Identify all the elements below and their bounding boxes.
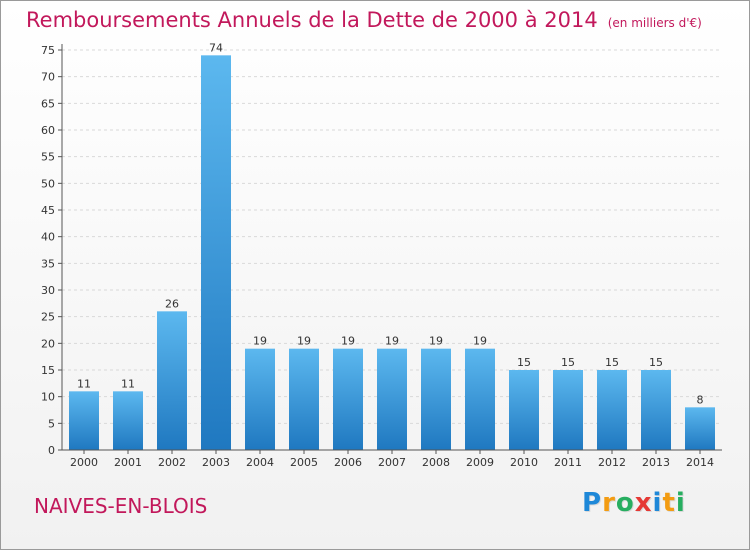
bar-value-label: 15: [649, 356, 663, 369]
bar-value-label: 74: [209, 41, 223, 54]
bar-2014: [685, 407, 715, 450]
y-tick-label: 30: [41, 284, 55, 297]
commune-name: NAIVES-EN-BLOIS: [34, 494, 208, 518]
y-tick-label: 0: [48, 444, 55, 457]
y-tick-label: 75: [41, 44, 55, 57]
x-tick-label: 2014: [686, 456, 714, 469]
bar-value-label: 15: [561, 356, 575, 369]
bar-2001: [113, 391, 143, 450]
y-tick-label: 25: [41, 311, 55, 324]
logo-letter: P: [582, 488, 603, 518]
y-tick-label: 10: [41, 391, 55, 404]
bar-value-label: 11: [121, 377, 135, 390]
y-tick-label: 60: [41, 124, 55, 137]
y-tick-label: 35: [41, 257, 55, 270]
bar-value-label: 11: [77, 377, 91, 390]
x-tick-label: 2007: [378, 456, 406, 469]
x-tick-label: 2013: [642, 456, 670, 469]
x-tick-label: 2011: [554, 456, 582, 469]
bar-value-label: 19: [385, 335, 399, 348]
y-tick-label: 5: [48, 417, 55, 430]
x-tick-label: 2002: [158, 456, 186, 469]
x-tick-label: 2003: [202, 456, 230, 469]
bar-value-label: 26: [165, 297, 179, 310]
bar-value-label: 19: [341, 335, 355, 348]
bar-2005: [289, 348, 319, 450]
y-tick-label: 45: [41, 204, 55, 217]
bar-2013: [641, 370, 671, 450]
x-tick-label: 2009: [466, 456, 494, 469]
logo-letter: i: [652, 488, 663, 518]
bar-2003: [201, 55, 231, 450]
y-tick-label: 15: [41, 364, 55, 377]
axes: 0 5 10 15 20 25 30 35 40 45 50 55 60 65 70 75 2000 2001 20…: [41, 44, 722, 469]
bar-2009: [465, 348, 495, 450]
bar-2011: [553, 370, 583, 450]
bar-2006: [333, 348, 363, 450]
logo-letter: i: [675, 488, 686, 518]
x-tick-label: 2001: [114, 456, 142, 469]
bars: 11 11 26 74 19 19 19 19 19 19 15 15 15 15 8: [69, 41, 715, 450]
x-tick-label: 2005: [290, 456, 318, 469]
logo-letter: t: [662, 488, 676, 518]
proxiti-logo[interactable]: Proxiti: [582, 488, 686, 518]
bar-value-label: 15: [517, 356, 531, 369]
bar-2007: [377, 348, 407, 450]
y-tick-label: 50: [41, 177, 55, 190]
x-tick-label: 2012: [598, 456, 626, 469]
y-tick-label: 70: [41, 71, 55, 84]
bar-2000: [69, 391, 99, 450]
x-tick-label: 2004: [246, 456, 274, 469]
bar-value-label: 19: [297, 335, 311, 348]
title-text: Remboursements Annuels de la Dette de 20…: [26, 8, 598, 32]
bar-value-label: 19: [473, 335, 487, 348]
logo-letter: r: [602, 488, 616, 518]
bar-value-label: 15: [605, 356, 619, 369]
x-tick-label: 2008: [422, 456, 450, 469]
bar-2008: [421, 348, 451, 450]
bar-2012: [597, 370, 627, 450]
bar-2004: [245, 348, 275, 450]
y-tick-label: 65: [41, 97, 55, 110]
y-tick-label: 40: [41, 231, 55, 244]
y-tick-label: 20: [41, 337, 55, 350]
x-tick-label: 2006: [334, 456, 362, 469]
y-tick-label: 55: [41, 151, 55, 164]
logo-letter: o: [615, 488, 635, 518]
chart-subtitle: (en milliers d'€): [607, 16, 702, 30]
x-tick-label: 2010: [510, 456, 538, 469]
bar-2002: [157, 311, 187, 450]
x-tick-label: 2000: [70, 456, 98, 469]
bar-value-label: 8: [697, 393, 704, 406]
chart-title: Remboursements Annuels de la Dette de 20…: [26, 8, 702, 32]
logo-letter: x: [634, 488, 653, 518]
bar-value-label: 19: [253, 335, 267, 348]
bar-value-label: 19: [429, 335, 443, 348]
bar-2010: [509, 370, 539, 450]
bar-chart: 11 11 26 74 19 19 19 19 19 19 15 15 15 15 8 0 5 10 15 20 25…: [41, 41, 722, 469]
